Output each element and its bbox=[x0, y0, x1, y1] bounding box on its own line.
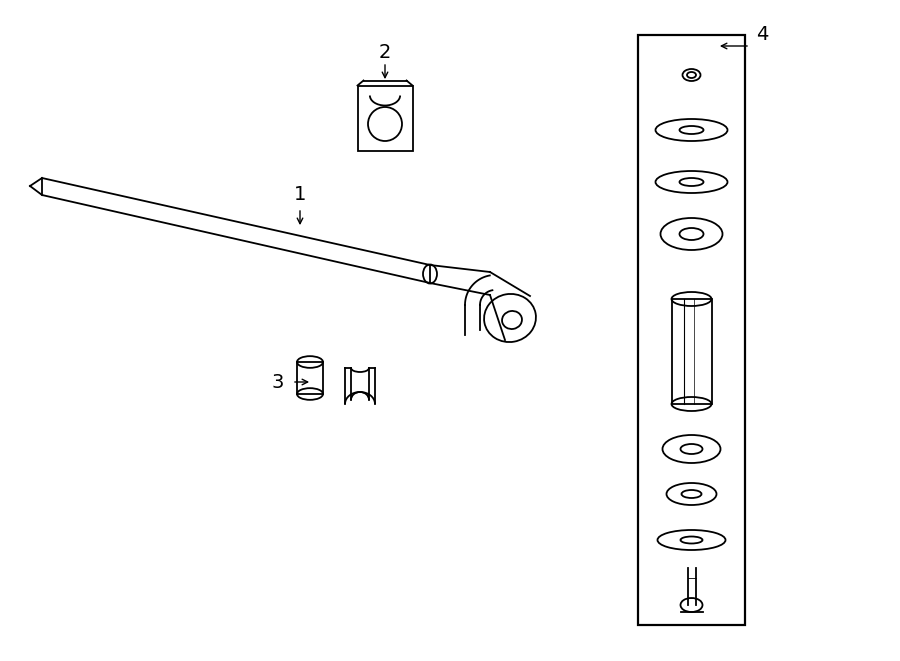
Bar bbox=[638, 35, 745, 625]
Bar bbox=[297, 362, 323, 394]
Bar bbox=[357, 85, 412, 151]
Text: 3: 3 bbox=[272, 373, 284, 391]
Text: 4: 4 bbox=[756, 26, 769, 44]
Text: 1: 1 bbox=[293, 186, 306, 204]
Bar bbox=[671, 299, 712, 404]
Text: 2: 2 bbox=[379, 42, 392, 61]
